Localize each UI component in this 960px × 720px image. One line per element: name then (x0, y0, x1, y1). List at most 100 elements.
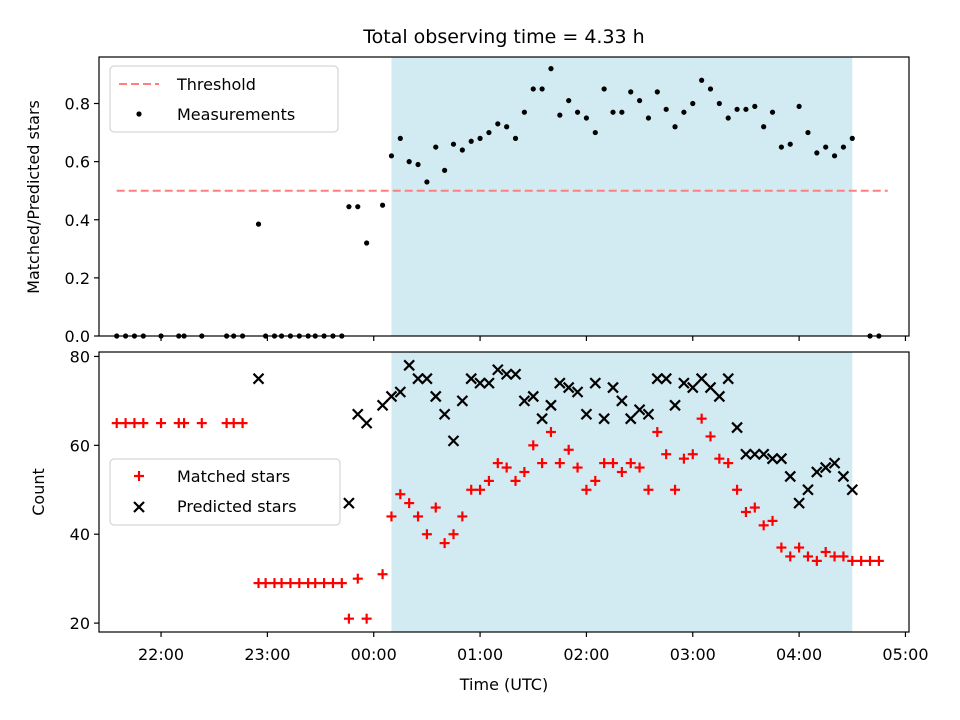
ratio-panel: 0.00.20.40.60.8 Matched/Predicted stars … (24, 56, 910, 346)
matched-star-point (740, 507, 751, 517)
measurement-point (468, 138, 474, 144)
measurement-point (707, 86, 714, 92)
matched-star-point (466, 484, 477, 495)
matched-star-point (377, 569, 388, 580)
predicted-star-point (713, 390, 726, 403)
measurement-point (805, 129, 811, 136)
predicted-star-point (598, 412, 610, 425)
measurement-point (415, 161, 421, 168)
matched-star-point (590, 475, 601, 486)
predicted-star-point (784, 470, 797, 483)
matched-star-point (696, 413, 707, 424)
matched-star-point (572, 462, 583, 473)
predicted-star-point (749, 448, 761, 461)
measurement-point (761, 124, 767, 130)
matched-star-point (829, 551, 840, 562)
predicted-star-point (731, 421, 743, 434)
predicted-star-point (642, 408, 655, 421)
ratio-observing-window (391, 57, 853, 336)
matched-star-point (294, 578, 305, 589)
predicted-star-point (669, 399, 681, 412)
measurement-point (628, 89, 634, 95)
predicted-star-point (465, 372, 477, 385)
measurement-point (397, 135, 403, 141)
matched-star-point (528, 440, 539, 451)
predicted-star-point (722, 372, 734, 385)
matched-star-point (439, 538, 450, 549)
predicted-star-point (616, 395, 628, 407)
predicted-star-point (819, 461, 832, 474)
predicted-star-point (704, 381, 717, 394)
matched-star-point (475, 484, 486, 495)
matched-star-point (723, 458, 734, 469)
chart-title: Total observing time = 4.33 h (362, 26, 644, 48)
x-tick-label: 23:00 (244, 645, 290, 664)
predicted-star-point (527, 390, 540, 403)
count-legend: Matched stars Predicted stars (109, 458, 341, 526)
ratio-y-axis-label: Matched/Predicted stars (24, 100, 43, 294)
measurement-point (477, 135, 483, 141)
matched-star-point (319, 578, 330, 589)
matched-star-point (616, 467, 627, 477)
measurement-point (840, 144, 847, 150)
matched-star-point (129, 418, 140, 429)
matched-star-point (156, 418, 167, 429)
predicted-star-point (456, 395, 469, 407)
matched-star-point (678, 453, 689, 464)
matched-star-point (856, 555, 867, 566)
matched-star-point (652, 427, 663, 437)
measurement-point (504, 124, 510, 130)
predicted-star-point (545, 399, 557, 412)
predicted-star-point (483, 377, 495, 389)
matched-star-point (501, 462, 512, 473)
predicted-star-point (360, 417, 373, 429)
matched-star-point (776, 542, 787, 553)
predicted-star-point (343, 497, 355, 509)
matched-star-point (838, 551, 849, 562)
count-y-tick-label: 20 (70, 614, 90, 633)
measurement-point (574, 109, 581, 115)
measurement-point (699, 77, 705, 83)
matched-star-point (228, 418, 239, 429)
matched-star-point (138, 418, 149, 429)
count-legend-box (109, 458, 341, 526)
predicted-star-point (802, 483, 814, 496)
ratio-legend: Threshold Measurements (109, 65, 339, 133)
matched-star-point (361, 613, 372, 624)
predicted-star-point (403, 359, 415, 372)
matched-star-point (483, 475, 494, 486)
matched-star-point (643, 484, 654, 495)
matched-star-point (545, 427, 556, 437)
ratio-y-tick-label: 0.2 (65, 269, 90, 288)
x-tick-label: 05:00 (882, 645, 928, 664)
x-axis-label: Time (UTC) (459, 675, 548, 694)
matched-star-point (785, 551, 796, 562)
predicted-star-point (624, 412, 637, 425)
predicted-star-point (438, 408, 451, 421)
matched-star-point (608, 458, 619, 469)
matched-star-point (820, 547, 831, 557)
predicted-star-point (509, 368, 522, 381)
x-tick-label: 00:00 (351, 645, 397, 664)
predicted-star-point (252, 372, 265, 385)
x-tick-label: 01:00 (457, 645, 503, 664)
matched-star-point (794, 542, 805, 553)
matched-star-point (310, 578, 321, 589)
measurement-point (364, 240, 370, 246)
measurement-point (636, 97, 643, 104)
predicted-star-point (660, 372, 672, 385)
measurement-point (716, 100, 722, 107)
predicted-star-point (412, 372, 424, 385)
measurements-legend-label: Measurements (177, 105, 295, 124)
matched-star-point (179, 418, 190, 429)
measurement-point (619, 109, 625, 115)
predicted-star-point (757, 448, 770, 461)
matched-star-point (661, 449, 672, 460)
measurement-point (734, 106, 740, 112)
measurement-point (778, 144, 784, 150)
predicted-star-point (828, 457, 841, 469)
ratio-y-tick-label: 0.6 (65, 153, 90, 172)
predicted-star-point (500, 368, 513, 381)
ratio-y-tick-label: 0.4 (65, 211, 90, 230)
